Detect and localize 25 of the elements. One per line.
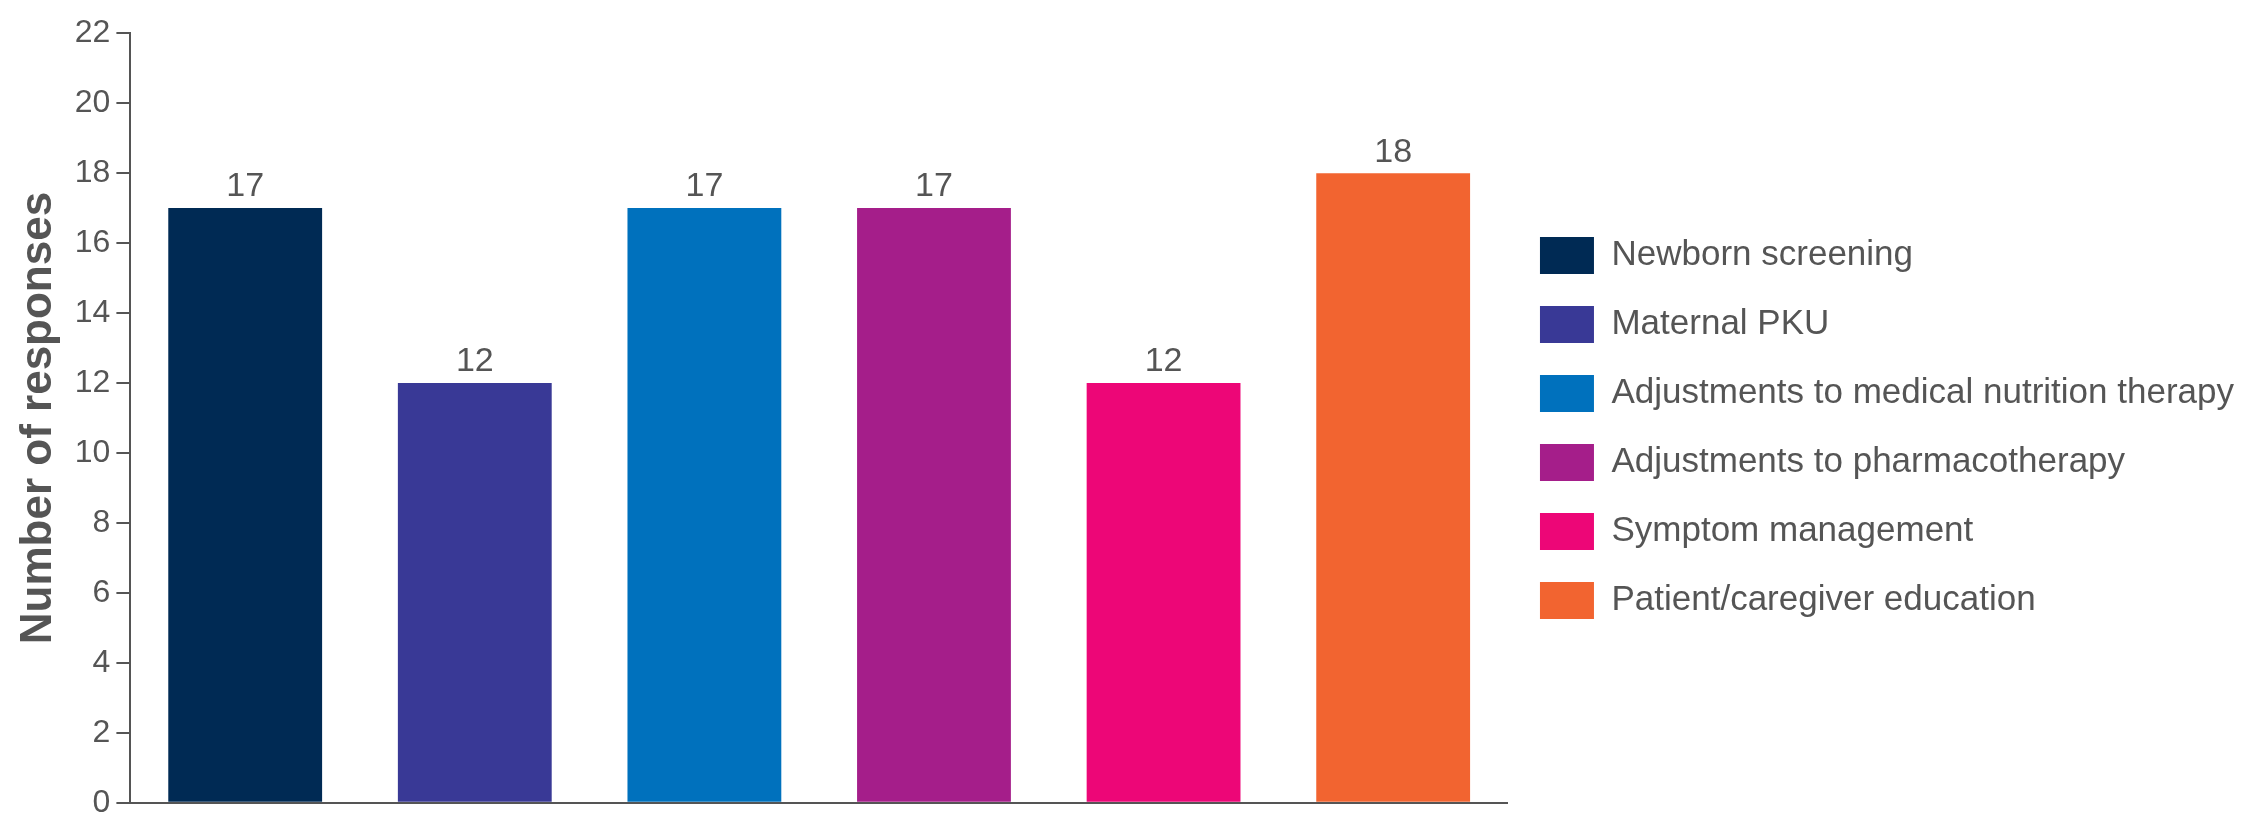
y-tick-label: 14 — [74, 292, 111, 329]
legend-label: Patient/caregiver education — [1611, 578, 2036, 618]
y-axis-title: Number of responses — [10, 191, 60, 645]
data-label: 17 — [915, 165, 953, 204]
legend-label: Adjustments to medical nutrition therapy — [1611, 371, 2235, 411]
data-label: 18 — [1374, 130, 1413, 169]
data-label: 17 — [226, 165, 265, 204]
y-tick-label: 16 — [74, 222, 111, 259]
y-tick-label: 18 — [74, 152, 111, 189]
legend-label: Symptom management — [1611, 509, 1974, 549]
legend-label: Adjustments to pharmacotherapy — [1611, 440, 2126, 480]
y-tick-label: 2 — [92, 712, 111, 749]
data-label: 12 — [455, 340, 494, 379]
y-tick-label: 4 — [92, 642, 111, 679]
data-label: 12 — [1144, 340, 1183, 379]
data-label: 17 — [685, 165, 724, 204]
y-tick-label: 22 — [74, 13, 111, 50]
y-tick-label: 10 — [74, 432, 111, 469]
legend-label: Maternal PKU — [1611, 302, 1830, 342]
y-tick-label: 12 — [74, 362, 111, 399]
legend-label: Newborn screening — [1611, 233, 1914, 273]
y-tick-label: 20 — [74, 82, 111, 119]
y-tick-label: 0 — [92, 782, 111, 819]
y-tick-label: 8 — [92, 502, 111, 539]
y-tick-label: 6 — [92, 572, 111, 609]
